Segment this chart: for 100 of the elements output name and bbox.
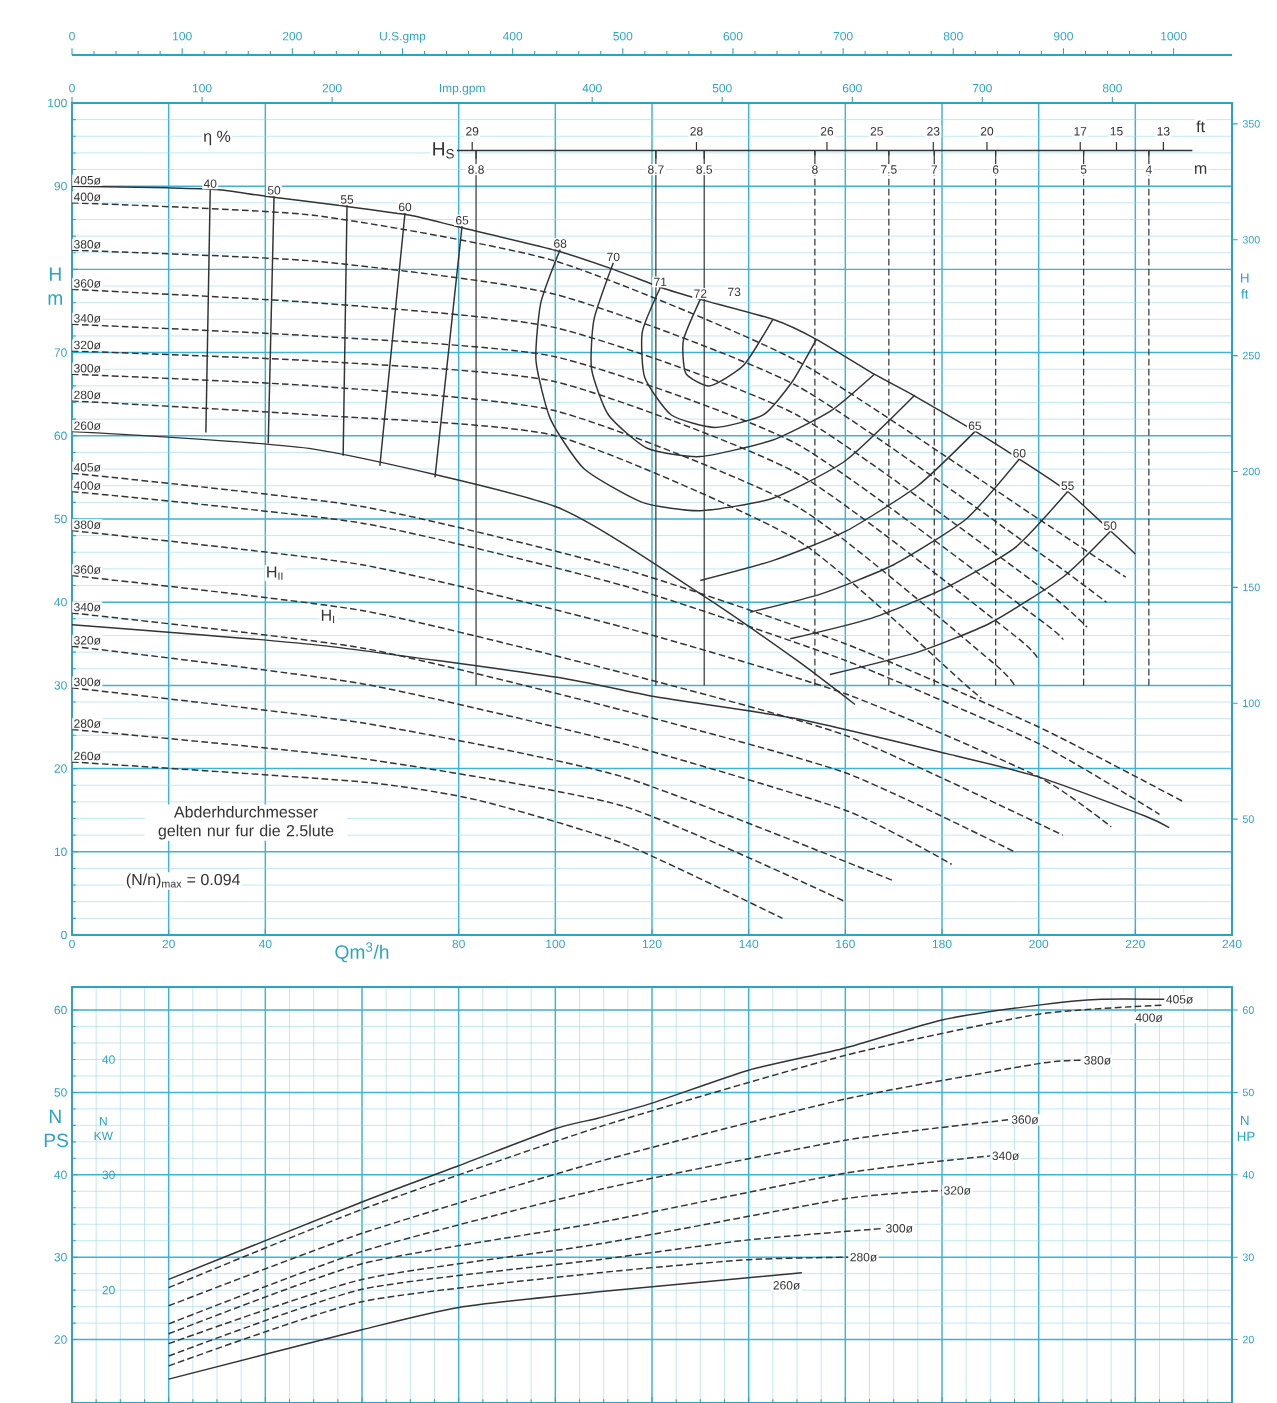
series-label: 400ø xyxy=(73,481,101,490)
x-tick-label: 100 xyxy=(546,939,565,949)
x-axis-title: Qm$^{3}$/h xyxy=(335,942,389,963)
y2-tick-label: 30 xyxy=(1242,1253,1254,1261)
y2-tick-label: 300 xyxy=(1242,235,1260,244)
annotation: 4 xyxy=(1145,165,1152,174)
x2-axis-title: Imp.gpm xyxy=(439,83,485,95)
series-label: 320ø xyxy=(74,636,101,645)
y-tick-label: 50 xyxy=(54,1088,67,1097)
y2-tick-label: 50 xyxy=(1242,815,1254,823)
x-tick-label: 40 xyxy=(258,939,272,949)
series-label: 40 xyxy=(203,179,217,188)
annotation: 8.5 xyxy=(696,165,713,174)
y-axis-title: H m xyxy=(48,267,63,305)
series-label: 380ø xyxy=(1084,1056,1111,1065)
series-label: 50 xyxy=(267,186,281,195)
annotation: 73 xyxy=(728,287,741,297)
annotation: 8 xyxy=(812,165,818,174)
y-tick-label: 60 xyxy=(54,1005,67,1015)
x-tick-label: 120 xyxy=(642,939,662,949)
series-label: 260ø xyxy=(74,421,101,431)
text: 400 xyxy=(502,31,523,41)
x-tick-label: 80 xyxy=(452,939,465,949)
series-label: 60 xyxy=(1013,448,1026,458)
series-label: 400ø xyxy=(1135,1013,1163,1022)
annotation: ft xyxy=(1196,120,1205,133)
series-label: 300ø xyxy=(74,677,101,687)
annotation: m xyxy=(1194,165,1207,174)
y-tick-label: 30 xyxy=(54,681,67,690)
text: 100 xyxy=(173,31,192,41)
series-label: 405ø xyxy=(1166,995,1193,1004)
series-label: 68 xyxy=(554,239,567,248)
annotation: 13 xyxy=(1157,127,1170,136)
y2-tick-label: 50 xyxy=(1242,1088,1254,1097)
y2-axis-title: H ft xyxy=(1241,273,1249,299)
annotation: 7 xyxy=(931,165,937,174)
series-label: 360ø xyxy=(1011,1115,1039,1124)
series-label: 50 xyxy=(1104,521,1117,530)
annotation: Abderhdurchmesser gelten nur fur die 2.5lute xyxy=(158,805,334,840)
annotation: (N/n)$_{max}$ = 0.094 xyxy=(126,873,240,889)
x-tick-label: 140 xyxy=(739,939,759,949)
text: 500 xyxy=(613,31,633,41)
y3-axis-title: N KW xyxy=(94,1116,113,1140)
series-label: 380ø xyxy=(74,240,101,249)
series-label: 280ø xyxy=(74,390,101,400)
text: 200 xyxy=(282,31,302,41)
x2-tick-label: 700 xyxy=(972,83,992,93)
x-tick-label: 180 xyxy=(932,939,952,949)
text: 0 xyxy=(69,31,75,41)
annotation: η % xyxy=(204,130,231,146)
annotation: 29 xyxy=(466,127,479,136)
x-tick-label: 240 xyxy=(1222,939,1242,949)
y2-tick-label: 40 xyxy=(1242,1171,1254,1179)
series-label: 55 xyxy=(1061,481,1074,490)
series-label: 405ø xyxy=(73,463,101,472)
series-label: 340ø xyxy=(74,314,101,323)
annotation: 28 xyxy=(690,127,703,136)
series-label: 300ø xyxy=(886,1224,913,1233)
series-label: 280ø xyxy=(850,1252,877,1262)
series-label: 60 xyxy=(398,202,412,212)
x-tick-label: 220 xyxy=(1125,939,1145,949)
series-label: 55 xyxy=(340,195,354,204)
series-label: 300ø xyxy=(74,364,101,373)
annotation: 20 xyxy=(980,127,994,136)
x-tick-label: 20 xyxy=(162,939,175,949)
x-tick-label: 200 xyxy=(1029,939,1049,949)
y-tick-label: 70 xyxy=(54,348,67,357)
annotation: 8.8 xyxy=(468,165,484,174)
text: 600 xyxy=(723,31,743,41)
x2-tick-label: 0 xyxy=(69,83,75,93)
series-label: 360ø xyxy=(74,565,101,574)
x-tick-label: 160 xyxy=(836,939,855,949)
series-label: 260ø xyxy=(74,751,101,761)
y-tick-label: 40 xyxy=(54,1170,67,1180)
y2-tick-label: 20 xyxy=(1242,1335,1254,1344)
series-label: 280ø xyxy=(74,719,101,728)
y-tick-label: 20 xyxy=(54,1335,67,1344)
annotation: 5 xyxy=(1080,165,1087,174)
y-tick-label: 30 xyxy=(54,1252,67,1262)
text: U.S.gmp xyxy=(380,31,426,43)
annotation: 26 xyxy=(820,127,834,136)
series-label: 72 xyxy=(694,289,707,298)
series-label: 260ø xyxy=(773,1281,800,1290)
y-tick-label: 40 xyxy=(54,597,67,607)
series-label: 70 xyxy=(607,252,620,262)
text: 700 xyxy=(833,31,853,41)
series-label: 71 xyxy=(654,277,667,287)
text: 900 xyxy=(1054,31,1073,41)
series-label: 65 xyxy=(455,216,469,225)
annotation: 8.7 xyxy=(648,165,664,174)
series-label: 320ø xyxy=(74,340,101,350)
annotation: 15 xyxy=(1110,127,1123,136)
y-tick-label: 20 xyxy=(54,764,67,773)
y2-tick-label: 250 xyxy=(1242,351,1260,360)
annotation: 25 xyxy=(870,127,883,136)
x2-tick-label: 200 xyxy=(322,83,342,93)
series-label: 380ø xyxy=(74,520,101,530)
y-axis-title: N PS xyxy=(44,1109,69,1148)
y2-tick-label: 100 xyxy=(1243,699,1260,708)
series-label: 360ø xyxy=(74,279,101,288)
